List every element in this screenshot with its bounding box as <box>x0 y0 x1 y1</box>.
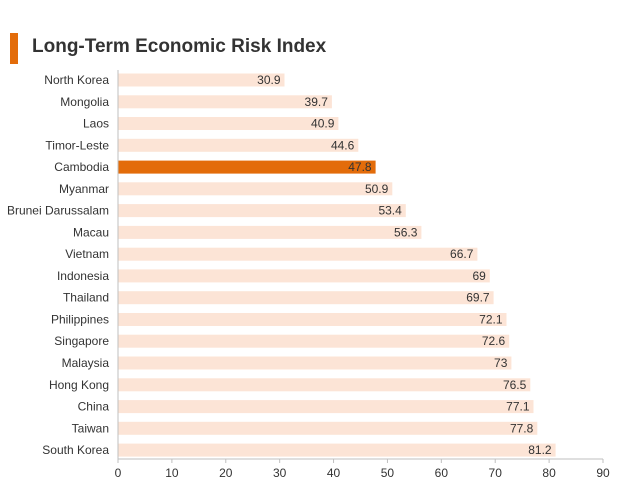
category-label: Vietnam <box>65 247 109 261</box>
x-tick-label: 50 <box>381 466 395 480</box>
bar <box>118 182 393 196</box>
x-tick-label: 90 <box>596 466 610 480</box>
bar <box>118 313 507 326</box>
category-label: Macau <box>73 225 109 239</box>
bar <box>118 356 512 370</box>
data-label: 50.9 <box>365 182 389 196</box>
category-label: Mongolia <box>60 95 109 109</box>
category-label: Indonesia <box>57 269 109 283</box>
data-label: 40.9 <box>311 117 335 131</box>
bar <box>118 138 359 152</box>
bar <box>118 160 376 174</box>
bar <box>118 421 538 435</box>
data-label: 77.8 <box>510 421 534 435</box>
data-label: 72.6 <box>482 334 506 348</box>
x-tick-label: 80 <box>542 466 556 480</box>
data-label: 69 <box>472 269 486 283</box>
data-label: 77.1 <box>506 400 530 414</box>
data-label: 72.1 <box>479 313 503 327</box>
data-label: 30.9 <box>257 73 281 87</box>
category-label: Taiwan <box>72 421 109 435</box>
bar <box>118 117 339 130</box>
category-label: Timor-Leste <box>45 138 109 152</box>
data-label: 66.7 <box>450 247 474 261</box>
category-label: Cambodia <box>54 160 109 174</box>
x-tick-label: 0 <box>115 466 122 480</box>
data-label: 69.7 <box>466 291 490 305</box>
category-label: Laos <box>83 117 109 131</box>
data-label: 44.6 <box>331 138 355 152</box>
data-label: 76.5 <box>503 378 527 392</box>
x-tick-label: 10 <box>165 466 179 480</box>
category-label: Singapore <box>54 334 109 348</box>
x-tick-label: 40 <box>327 466 341 480</box>
bar <box>118 334 510 348</box>
x-tick-label: 60 <box>435 466 449 480</box>
category-label: Thailand <box>63 291 109 305</box>
x-tick-label: 30 <box>273 466 287 480</box>
bar <box>118 73 285 87</box>
data-label: 73 <box>494 356 508 370</box>
category-label: Malaysia <box>62 356 110 370</box>
x-tick-label: 70 <box>489 466 503 480</box>
x-tick-label: 20 <box>219 466 233 480</box>
category-label: Myanmar <box>59 182 109 196</box>
bar <box>118 400 534 414</box>
data-label: 39.7 <box>305 95 329 109</box>
bar <box>118 378 531 392</box>
category-label: South Korea <box>42 443 109 457</box>
category-label: China <box>78 400 110 414</box>
bar <box>118 443 556 457</box>
title-accent-bar <box>10 33 18 64</box>
chart-title: Long-Term Economic Risk Index <box>32 36 327 57</box>
category-label: Philippines <box>51 313 109 327</box>
bar <box>118 225 422 239</box>
data-label: 81.2 <box>528 443 552 457</box>
category-label: Brunei Darussalam <box>7 204 109 218</box>
data-label: 47.8 <box>348 160 372 174</box>
data-label: 56.3 <box>394 225 418 239</box>
category-label: Hong Kong <box>49 378 109 392</box>
bar <box>118 247 478 261</box>
bar <box>118 291 494 305</box>
category-label: North Korea <box>44 73 109 87</box>
data-label: 53.4 <box>378 204 402 218</box>
bar <box>118 204 406 218</box>
bar <box>118 95 332 109</box>
bar <box>118 269 490 283</box>
